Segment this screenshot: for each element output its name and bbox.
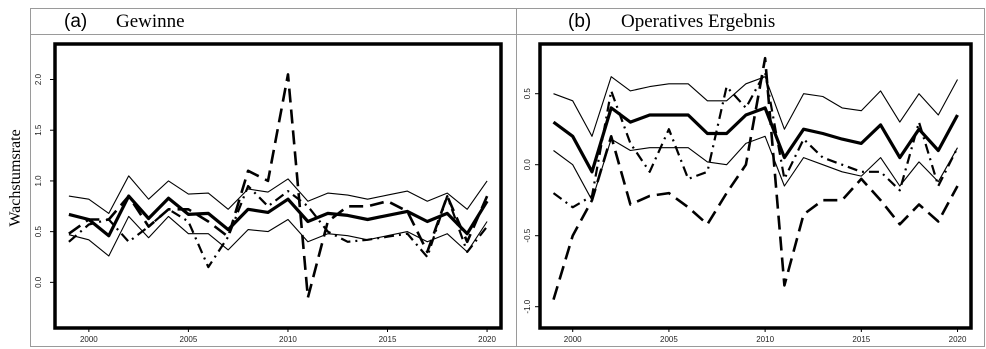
x-tick-label: 2015 bbox=[379, 335, 397, 344]
series-line-thin-solid-upper bbox=[68, 175, 488, 214]
y-tick-label: 0.5 bbox=[523, 88, 532, 100]
plot-box bbox=[538, 42, 973, 330]
panel-a-label: (a) bbox=[64, 11, 87, 32]
panel-b-plot: -1.0 -0.5 0.0 0.5 2000 2005 2010 2015 2020 bbox=[523, 42, 973, 344]
y-tick-label: 2.0 bbox=[34, 73, 43, 85]
y-tick-label: 0.5 bbox=[34, 226, 43, 238]
x-tick-label: 2005 bbox=[660, 335, 678, 344]
panel-a-plot: 0.0 0.5 1.0 1.5 2.0 2000 2005 2010 2015 2020 bbox=[34, 42, 503, 344]
series-line-dashed bbox=[68, 73, 489, 299]
x-tick-label: 2010 bbox=[279, 335, 297, 344]
y-tick-label: 0.0 bbox=[34, 276, 43, 288]
series-line-dash-dot bbox=[552, 71, 959, 209]
series-line-thick-solid bbox=[68, 194, 489, 238]
x-tick-label: 2020 bbox=[478, 335, 496, 344]
x-tick-label: 2010 bbox=[756, 335, 774, 344]
plot-box bbox=[53, 42, 503, 330]
y-tick-label: -1.0 bbox=[523, 299, 532, 313]
x-tick-label: 2005 bbox=[180, 335, 198, 344]
x-tick-label: 2000 bbox=[564, 335, 582, 344]
figure-frame bbox=[30, 8, 985, 347]
y-axis-label: Wachstumsrate bbox=[7, 129, 24, 226]
series-line-dashed bbox=[552, 56, 959, 300]
y-tick-label: 1.0 bbox=[34, 175, 43, 187]
panel-b-title: (b) Operatives Ergebnis bbox=[568, 11, 775, 32]
panel-b-label: (b) bbox=[568, 11, 591, 32]
y-tick-label: 0.0 bbox=[523, 159, 532, 171]
panel-b-title-text: Operatives Ergebnis bbox=[621, 11, 775, 32]
series-line-thin-solid-upper bbox=[553, 76, 958, 137]
panel-a-title: (a) Gewinne bbox=[64, 11, 185, 32]
x-tick-label: 2000 bbox=[80, 335, 98, 344]
y-tick-label: -0.5 bbox=[523, 228, 532, 242]
x-tick-label: 2020 bbox=[949, 335, 967, 344]
series-line-dash-dot bbox=[68, 184, 488, 269]
panel-a-title-text: Gewinne bbox=[116, 11, 185, 32]
x-tick-label: 2015 bbox=[852, 335, 870, 344]
series-line-thin-solid-lower bbox=[68, 215, 488, 257]
series-line-thin-solid-lower bbox=[553, 135, 958, 201]
y-tick-label: 1.5 bbox=[34, 124, 43, 136]
